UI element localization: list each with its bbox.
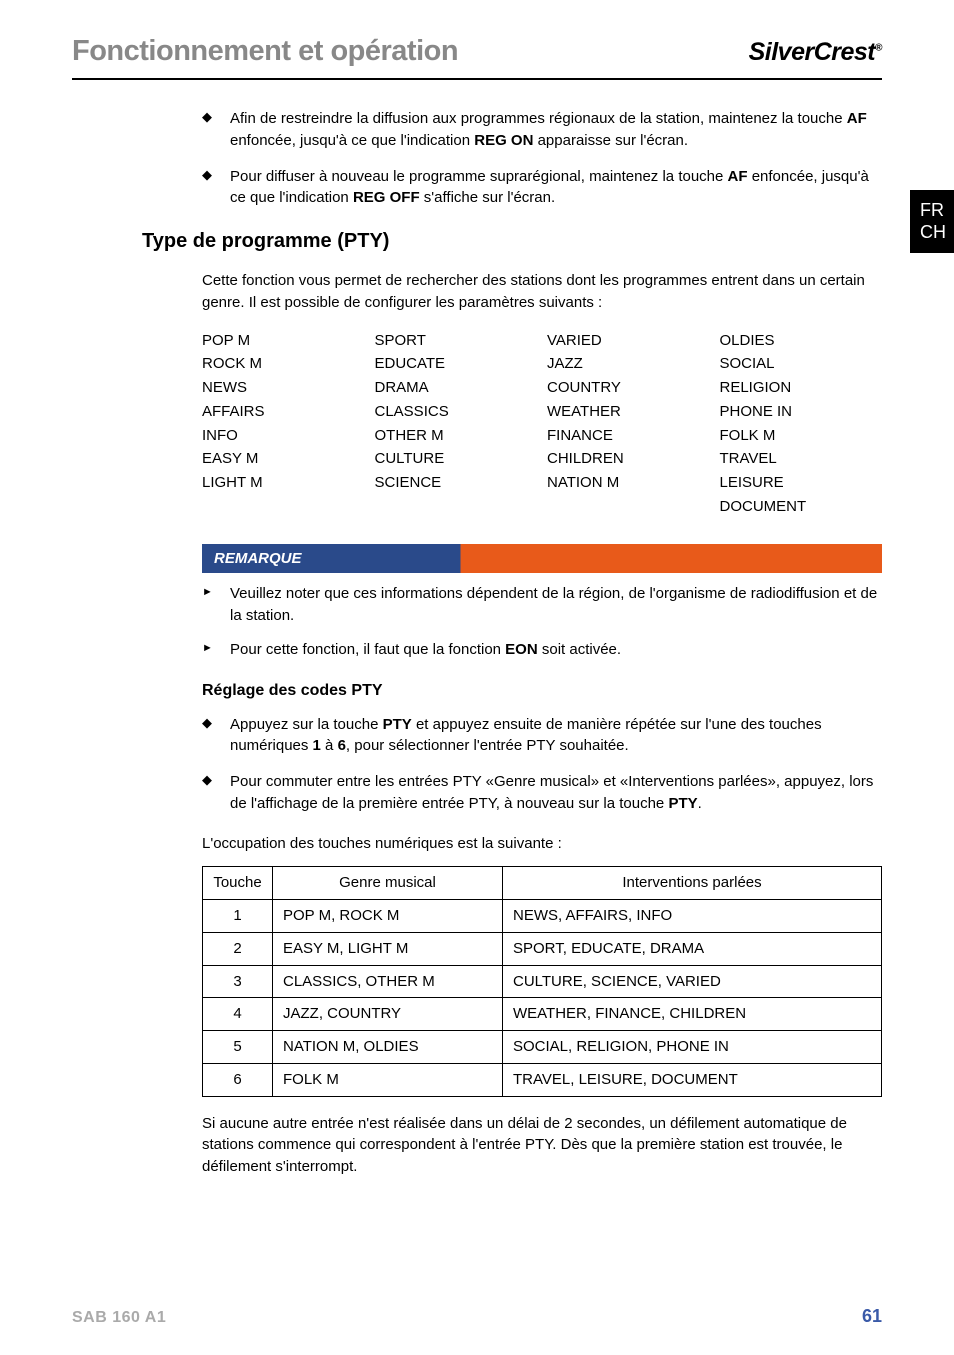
brand-mark: ® (875, 43, 882, 54)
pty-item: CLASSICS (375, 401, 538, 423)
lang-ch: CH (920, 222, 944, 244)
pty-col-3: VARIED JAZZ COUNTRY WEATHER FINANCE CHIL… (547, 330, 710, 520)
bullet-item: Pour commuter entre les entrées PTY «Gen… (202, 771, 882, 815)
page: Fonctionnement et opération SilverCrest®… (0, 0, 954, 1355)
table-row: 4JAZZ, COUNTRYWEATHER, FINANCE, CHILDREN (203, 998, 882, 1031)
table-row: 3CLASSICS, OTHER MCULTURE, SCIENCE, VARI… (203, 965, 882, 998)
table-row: 5NATION M, OLDIESSOCIAL, RELIGION, PHONE… (203, 1031, 882, 1064)
pty-item: EDUCATE (375, 353, 538, 375)
pty-item: RELIGION (720, 377, 883, 399)
language-tab: FR CH (910, 190, 954, 253)
pty-col-2: SPORT EDUCATE DRAMA CLASSICS OTHER M CUL… (375, 330, 538, 520)
intro-bullets: Afin de restreindre la diffusion aux pro… (202, 108, 882, 209)
table-intro: L'occupation des touches numériques est … (202, 833, 882, 855)
pty-item: LIGHT M (202, 472, 365, 494)
footer-model: SAB 160 A1 (72, 1306, 166, 1329)
pty-item: OLDIES (720, 330, 883, 352)
pty-item: POP M (202, 330, 365, 352)
pty-item: NEWS (202, 377, 365, 399)
footer-page-number: 61 (862, 1303, 882, 1329)
pty-item: FOLK M (720, 425, 883, 447)
pty-item: EASY M (202, 448, 365, 470)
table-row: 2EASY M, LIGHT MSPORT, EDUCATE, DRAMA (203, 932, 882, 965)
outro-text: Si aucune autre entrée n'est réalisée da… (202, 1113, 882, 1178)
header-title: Fonctionnement et opération (72, 30, 458, 72)
pty-item: SOCIAL (720, 353, 883, 375)
col-genre: Genre musical (273, 867, 503, 900)
reglage-bullets: Appuyez sur la touche PTY et appuyez ens… (202, 714, 882, 815)
reglage-heading: Réglage des codes PTY (202, 679, 882, 702)
pty-item: LEISURE (720, 472, 883, 494)
remark-box: REMARQUE Veuillez noter que ces informat… (202, 544, 882, 661)
remark-item: Pour cette fonction, il faut que la fonc… (202, 639, 882, 661)
pty-item: JAZZ (547, 353, 710, 375)
page-header: Fonctionnement et opération SilverCrest® (72, 30, 882, 80)
pty-item: PHONE IN (720, 401, 883, 423)
key-table: Touche Genre musical Interventions parlé… (202, 866, 882, 1096)
pty-grid: POP M ROCK M NEWS AFFAIRS INFO EASY M LI… (202, 330, 882, 520)
remark-list: Veuillez noter que ces informations dépe… (202, 573, 882, 660)
pty-item: WEATHER (547, 401, 710, 423)
remark-item: Veuillez noter que ces informations dépe… (202, 583, 882, 627)
col-touche: Touche (203, 867, 273, 900)
col-interventions: Interventions parlées (503, 867, 882, 900)
pty-item: OTHER M (375, 425, 538, 447)
pty-item: DRAMA (375, 377, 538, 399)
pty-heading: Type de programme (PTY) (142, 227, 882, 256)
pty-item: SPORT (375, 330, 538, 352)
pty-item: AFFAIRS (202, 401, 365, 423)
bullet-item: Appuyez sur la touche PTY et appuyez ens… (202, 714, 882, 758)
pty-item: COUNTRY (547, 377, 710, 399)
brand-second: Crest (814, 38, 875, 66)
content-body: Afin de restreindre la diffusion aux pro… (72, 108, 882, 1178)
remark-header: REMARQUE (202, 544, 882, 574)
pty-col-1: POP M ROCK M NEWS AFFAIRS INFO EASY M LI… (202, 330, 365, 520)
bullet-item: Afin de restreindre la diffusion aux pro… (202, 108, 882, 152)
pty-item: ROCK M (202, 353, 365, 375)
pty-item: FINANCE (547, 425, 710, 447)
table-row: 1POP M, ROCK MNEWS, AFFAIRS, INFO (203, 900, 882, 933)
brand-logo: SilverCrest® (749, 34, 882, 70)
pty-item: DOCUMENT (720, 496, 883, 518)
pty-item: CHILDREN (547, 448, 710, 470)
lang-fr: FR (920, 200, 944, 222)
pty-item: INFO (202, 425, 365, 447)
pty-item: CULTURE (375, 448, 538, 470)
pty-item: VARIED (547, 330, 710, 352)
brand-first: Silver (749, 38, 814, 66)
table-row: 6FOLK MTRAVEL, LEISURE, DOCUMENT (203, 1063, 882, 1096)
pty-item: TRAVEL (720, 448, 883, 470)
bullet-item: Pour diffuser à nouveau le programme sup… (202, 166, 882, 210)
table-header-row: Touche Genre musical Interventions parlé… (203, 867, 882, 900)
pty-intro: Cette fonction vous permet de rechercher… (202, 270, 882, 314)
pty-col-4: OLDIES SOCIAL RELIGION PHONE IN FOLK M T… (720, 330, 883, 520)
page-footer: SAB 160 A1 61 (72, 1303, 882, 1329)
pty-item: SCIENCE (375, 472, 538, 494)
pty-item: NATION M (547, 472, 710, 494)
